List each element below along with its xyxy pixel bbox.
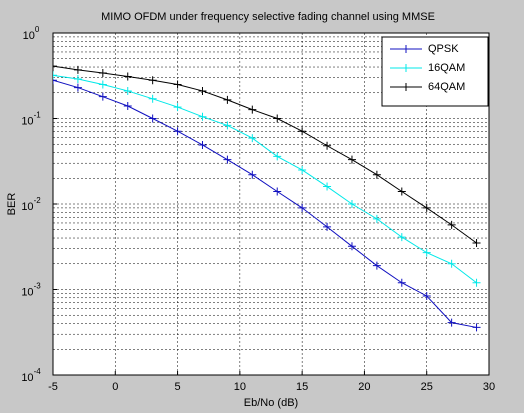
y-tick-label: 10-2 [21, 196, 41, 213]
marker [53, 62, 57, 71]
marker [53, 76, 57, 85]
legend-label: 16QAM [428, 62, 465, 74]
marker [472, 323, 481, 332]
y-tick-label: 100 [23, 25, 40, 42]
marker [73, 74, 82, 83]
x-tick-label: 10 [234, 381, 246, 393]
x-tick-label: 5 [175, 381, 181, 393]
y-tick-label: 10-1 [21, 111, 41, 128]
marker [372, 214, 381, 223]
x-tick-label: 25 [421, 381, 433, 393]
series-group [53, 62, 481, 332]
x-tick-label: -5 [48, 381, 58, 393]
marker [173, 103, 182, 112]
marker [198, 112, 207, 121]
marker [273, 187, 282, 196]
marker [298, 203, 307, 212]
marker [402, 83, 410, 91]
marker [223, 121, 232, 130]
marker [248, 105, 257, 114]
marker [372, 261, 381, 270]
marker [402, 45, 410, 53]
chart-title: MIMO OFDM under frequency selective fadi… [101, 11, 435, 23]
marker [347, 155, 356, 164]
y-tick-label: 10-4 [21, 367, 41, 384]
marker [447, 259, 456, 268]
marker [123, 72, 132, 81]
marker [372, 170, 381, 179]
legend-label: 64QAM [428, 81, 465, 93]
legend-label: QPSK [428, 43, 459, 55]
marker [298, 127, 307, 136]
marker [73, 65, 82, 74]
marker [447, 318, 456, 327]
marker [98, 80, 107, 89]
marker [248, 134, 257, 143]
marker [347, 242, 356, 251]
marker [472, 238, 481, 247]
marker [148, 94, 157, 103]
marker [223, 155, 232, 164]
marker [397, 187, 406, 196]
marker [397, 278, 406, 287]
marker [173, 127, 182, 136]
x-tick-label: 20 [358, 381, 370, 393]
marker [323, 141, 332, 150]
marker [402, 64, 410, 72]
marker [422, 291, 431, 300]
marker [397, 233, 406, 242]
marker [447, 220, 456, 229]
series-line [53, 65, 477, 244]
marker [98, 69, 107, 78]
marker [123, 86, 132, 95]
x-tick-label: 30 [483, 381, 495, 393]
marker [173, 80, 182, 89]
marker [347, 200, 356, 208]
marker [273, 114, 282, 123]
marker [123, 102, 132, 111]
series-line [53, 79, 477, 328]
marker [223, 95, 232, 104]
marker [73, 83, 82, 92]
x-tick-label: 0 [112, 381, 118, 393]
marker [422, 203, 431, 212]
marker [248, 170, 257, 179]
series-line [53, 74, 477, 284]
x-axis-label: Eb/No (dB) [244, 397, 298, 409]
marker [148, 76, 157, 85]
y-axis-label: BER [6, 193, 18, 216]
marker [198, 86, 207, 95]
marker [323, 222, 332, 231]
x-tick-label: 15 [296, 381, 308, 393]
marker [422, 248, 431, 257]
marker [148, 114, 157, 123]
marker [53, 71, 57, 80]
marker [98, 92, 107, 101]
marker [273, 152, 282, 161]
marker [472, 278, 481, 287]
marker [323, 182, 332, 191]
marker [298, 165, 307, 174]
y-tick-label: 10-3 [21, 282, 41, 299]
marker [198, 140, 207, 149]
